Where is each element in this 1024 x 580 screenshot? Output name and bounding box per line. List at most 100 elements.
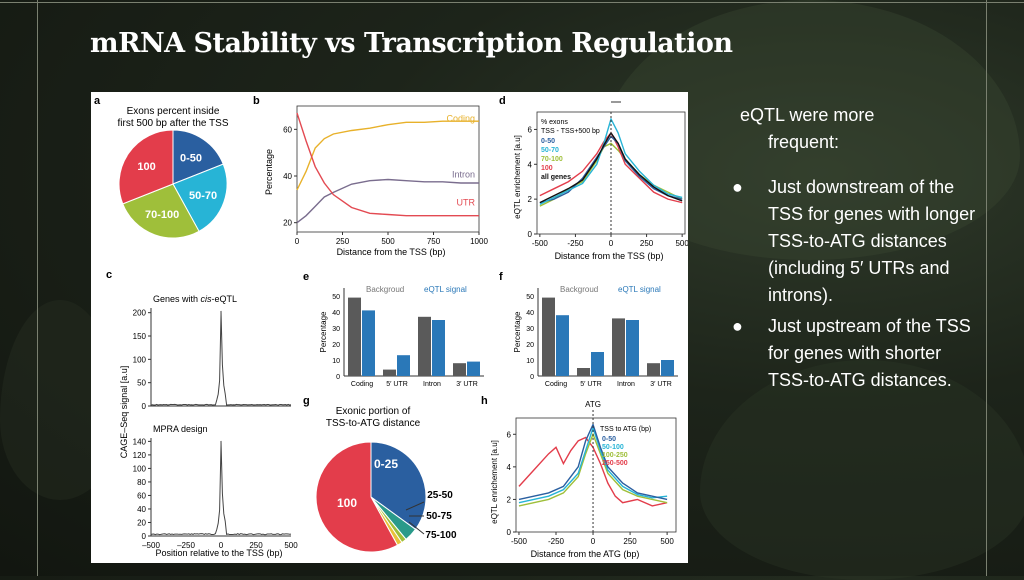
notes-intro-line: eQTL were more xyxy=(740,105,874,125)
category-label: Coding xyxy=(545,381,567,388)
pie-chart-a: 0-50 50-70 70-100 100 xyxy=(119,130,227,238)
category-label: 5′ UTR xyxy=(386,381,408,388)
axis-label-y: CAGE–Seq signal [a.u] xyxy=(119,366,129,459)
pie-label: 50-70 xyxy=(189,190,217,202)
pie-label: 100 xyxy=(337,496,357,510)
panel-letter-c: c xyxy=(106,269,112,281)
axis-label-x: Distance from the TSS (bp) xyxy=(555,251,664,261)
tick-label: -250 xyxy=(567,239,584,248)
tick-label: 0 xyxy=(609,239,614,248)
bar-signal xyxy=(432,320,445,376)
tick-label: 40 xyxy=(137,505,146,514)
bar-signal xyxy=(556,315,569,376)
bullet-icon: ● xyxy=(732,313,743,340)
panel-letter-g: g xyxy=(303,395,310,407)
tick-label: 120 xyxy=(133,451,147,460)
notes-bullet-text: Just downstream of the TSS for genes wit… xyxy=(768,177,975,305)
tick-label: 500 xyxy=(381,237,395,246)
legend-title: % exons xyxy=(541,119,568,126)
category-label: 5′ UTR xyxy=(580,381,602,388)
axis-label-y: Percentage xyxy=(319,311,328,352)
tick-label: 0 xyxy=(591,537,596,546)
tick-label: 50 xyxy=(526,294,534,301)
frame-line-right xyxy=(986,0,987,576)
tick-label: 250 xyxy=(623,537,637,546)
legend-item: 100 xyxy=(541,165,553,172)
tick-label: 500 xyxy=(284,541,298,550)
tick-label: 500 xyxy=(675,239,688,248)
tick-label: 100 xyxy=(133,355,147,364)
pie-label: 0-25 xyxy=(374,457,398,471)
bar-background xyxy=(647,363,660,376)
tick-label: 2 xyxy=(528,195,533,204)
pie-label: 75-100 xyxy=(425,530,457,541)
series-label: Coding xyxy=(446,114,475,124)
figure-panel: a b c d e f g h Exons percent inside fir… xyxy=(91,92,688,563)
axis-label-y: eQTL enrichement [a.u] xyxy=(490,440,499,524)
tick-label: 0 xyxy=(530,374,534,381)
line-chart-h: -500 -250 0 250 5000246ATGTSS to ATG (bp)0-5… xyxy=(507,400,676,546)
line-chart-b: 0 250 500 750 1000204060CodingIntronUTR xyxy=(283,106,488,246)
tick-label: 2 xyxy=(507,495,512,504)
tick-label: 1000 xyxy=(470,237,488,246)
tick-label: 60 xyxy=(137,491,146,500)
axis-label-x: Distance from the TSS (bp) xyxy=(337,247,446,257)
bar-background xyxy=(418,317,431,376)
tick-label: -500 xyxy=(532,239,549,248)
tick-label: 50 xyxy=(137,379,146,388)
legend-item: 50-100 xyxy=(602,444,624,451)
legend-item: 70-100 xyxy=(541,156,563,163)
bar-signal xyxy=(591,352,604,376)
tick-label: 40 xyxy=(526,310,534,317)
tick-label: 0 xyxy=(336,374,340,381)
tick-label: 10 xyxy=(526,358,534,365)
tick-label: 60 xyxy=(283,125,292,134)
bar-signal xyxy=(661,360,674,376)
bar-background xyxy=(453,363,466,376)
legend-item: 0-50 xyxy=(602,436,616,443)
tick-label: -250 xyxy=(548,537,565,546)
panel-letter-e: e xyxy=(303,271,309,283)
panel-letter-a: a xyxy=(94,95,101,107)
tick-label: 250 xyxy=(336,237,350,246)
tick-label: 500 xyxy=(660,537,674,546)
tick-label: 40 xyxy=(332,310,340,317)
tick-label: 140 xyxy=(133,437,147,446)
tick-label: 6 xyxy=(528,125,533,134)
axis-label-x: Distance from the ATG (bp) xyxy=(531,549,640,559)
tick-label: 4 xyxy=(507,463,512,472)
panel-g-title: TSS-to-ATG distance xyxy=(326,418,421,429)
bar-background xyxy=(383,370,396,376)
tick-label: 20 xyxy=(332,342,340,349)
legend-item: 100-250 xyxy=(602,452,628,459)
category-label: Intron xyxy=(617,381,635,388)
axis-label-x: Position relative to the TSS (bp) xyxy=(156,548,283,558)
bar-signal xyxy=(362,310,375,376)
tick-label: 0 xyxy=(295,237,300,246)
category-label: Intron xyxy=(423,381,441,388)
panel-a-title: first 500 bp after the TSS xyxy=(118,118,229,129)
panel-c-title-top: Genes with cis-eQTL xyxy=(153,294,237,304)
notes-intro: eQTL were more frequent: xyxy=(740,102,980,156)
axis-label-y: eQTL enrichement [a.u] xyxy=(513,135,522,219)
series-label: Intron xyxy=(452,170,475,180)
legend-item: all genes xyxy=(541,174,571,181)
bar-background xyxy=(612,318,625,376)
panel-a-title: Exons percent inside xyxy=(127,106,220,117)
panel-letter-b: b xyxy=(253,95,260,107)
notes-bullet-list: ● Just downstream of the TSS for genes wi… xyxy=(740,174,980,394)
notes-intro-line: frequent: xyxy=(740,129,980,156)
legend-item: 0-50 xyxy=(541,138,555,145)
tick-label: 20 xyxy=(526,342,534,349)
panel-letter-f: f xyxy=(499,271,503,283)
legend-item: 50-70 xyxy=(541,147,559,154)
bar-chart-e: 0 10 20 30 40 50 Percentage Coding 5′ UTR Intron 3… xyxy=(319,285,484,388)
tick-label: 250 xyxy=(640,239,654,248)
slide-title: mRNA Stability vs Transcription Regulati… xyxy=(90,28,733,59)
notes-bullet-text: Just upstream of the TSS for genes with … xyxy=(768,316,971,390)
bar-signal xyxy=(397,355,410,376)
tick-label: 80 xyxy=(137,478,146,487)
tick-label: 30 xyxy=(526,326,534,333)
axis-label-y: Percentage xyxy=(264,149,274,195)
category-label: 3′ UTR xyxy=(650,381,672,388)
